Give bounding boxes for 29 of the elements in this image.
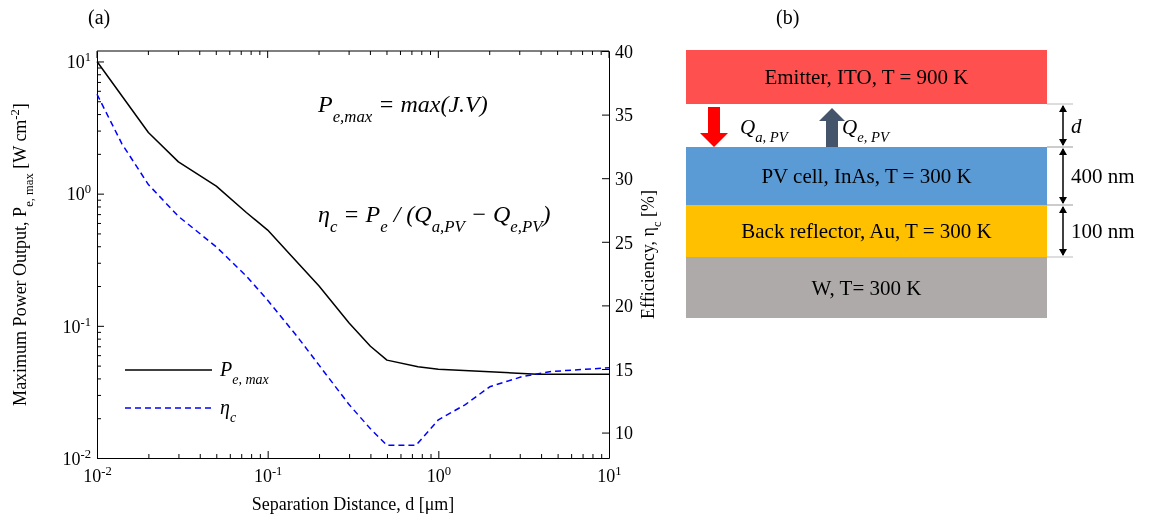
y2-tick-label: 10 bbox=[615, 423, 633, 444]
x-tick-label: 10$^{-1}$ bbox=[253, 464, 283, 486]
chart-title: (a) bbox=[88, 6, 111, 29]
text: Q$_{a, PV}$ bbox=[740, 115, 790, 145]
x-tick-label: 10$^{0}$ bbox=[426, 464, 451, 486]
x-tick-label: 10$^{1}$ bbox=[597, 464, 622, 486]
category-label: PV cell, InAs, T = 300 K bbox=[761, 164, 972, 188]
y-tick-label: 10$^{-1}$ bbox=[62, 314, 91, 337]
x-axis-title: Separation Distance, d [μm] bbox=[251, 494, 455, 514]
annotation: P$_{e,max}$ = max(J.V) bbox=[317, 91, 488, 126]
text: η$_{c}$ = P$_{e}$ / (Q$_{a,PV}$ − Q$_{e,PV}$) bbox=[318, 201, 551, 236]
text: d bbox=[1071, 113, 1082, 138]
y2-tick-label: 30 bbox=[615, 168, 633, 189]
y2-tick-label: 40 bbox=[615, 41, 633, 62]
text: Q$_{e, PV}$ bbox=[842, 115, 892, 145]
y2-tick-label: 25 bbox=[615, 232, 633, 253]
text: 100 nm bbox=[1071, 219, 1135, 243]
y2-tick-label: 35 bbox=[615, 105, 633, 126]
category-label: Emitter, ITO, T = 900 K bbox=[764, 65, 969, 89]
category-label: W, T= 300 K bbox=[811, 275, 922, 300]
text: 400 nm bbox=[1071, 164, 1135, 188]
y2-tick-label: 15 bbox=[615, 359, 633, 380]
y-tick-label: 10$^{1}$ bbox=[66, 50, 91, 73]
text: (b) bbox=[776, 6, 800, 29]
category-label: Back reflector, Au, T = 300 K bbox=[741, 219, 992, 243]
y2-tick-label: 20 bbox=[615, 296, 633, 317]
legend-label: η$_{c}$ bbox=[220, 396, 237, 425]
legend-label: P$_{e, max}$ bbox=[219, 358, 270, 387]
y-tick-label: 10$^{0}$ bbox=[66, 182, 91, 205]
